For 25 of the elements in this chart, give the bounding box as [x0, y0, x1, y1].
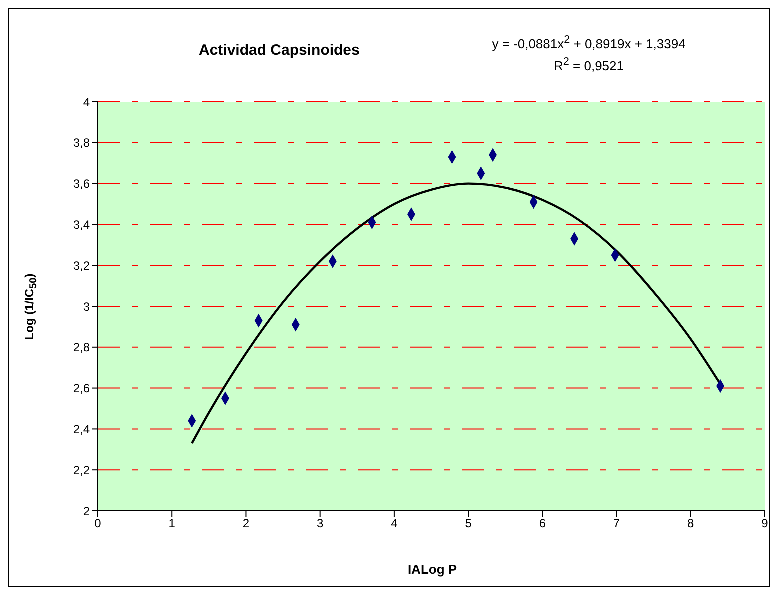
y-tick-label: 2,8 [73, 340, 90, 355]
y-tick-label: 3,4 [73, 218, 90, 232]
y-tick-label: 2,4 [73, 422, 90, 436]
y-tick-label: 3,6 [73, 177, 90, 192]
x-tick-label: 6 [539, 516, 546, 531]
chart-title: Actividad Capsinoides [199, 42, 360, 59]
x-tick-label: 7 [613, 516, 620, 531]
y-tick-label: 3 [83, 300, 90, 314]
y-tick-label: 2 [83, 504, 90, 518]
x-tick-label: 9 [762, 516, 769, 531]
x-tick-label: 2 [242, 516, 250, 531]
x-tick-label: 5 [465, 516, 472, 531]
y-tick-label: 3,8 [73, 136, 90, 150]
x-tick-label: 3 [316, 516, 324, 531]
text: R$^{2}$ = 0,9521 [553, 55, 625, 76]
y-tick-label: 2,2 [73, 463, 90, 478]
text: y = -0,0881x$^{2}$ + 0,8919x + 1,3394 [491, 33, 687, 54]
y-tick-label: 2,6 [73, 382, 90, 396]
y-tick-label: 4 [83, 95, 90, 110]
x-tick-label: 0 [94, 516, 102, 531]
y-tick-label: 3,2 [73, 258, 90, 273]
x-axis-title: IALog P [406, 562, 458, 577]
x-tick-label: 4 [391, 516, 398, 531]
x-tick-label: 8 [688, 516, 695, 531]
x-tick-label: 1 [168, 516, 176, 531]
